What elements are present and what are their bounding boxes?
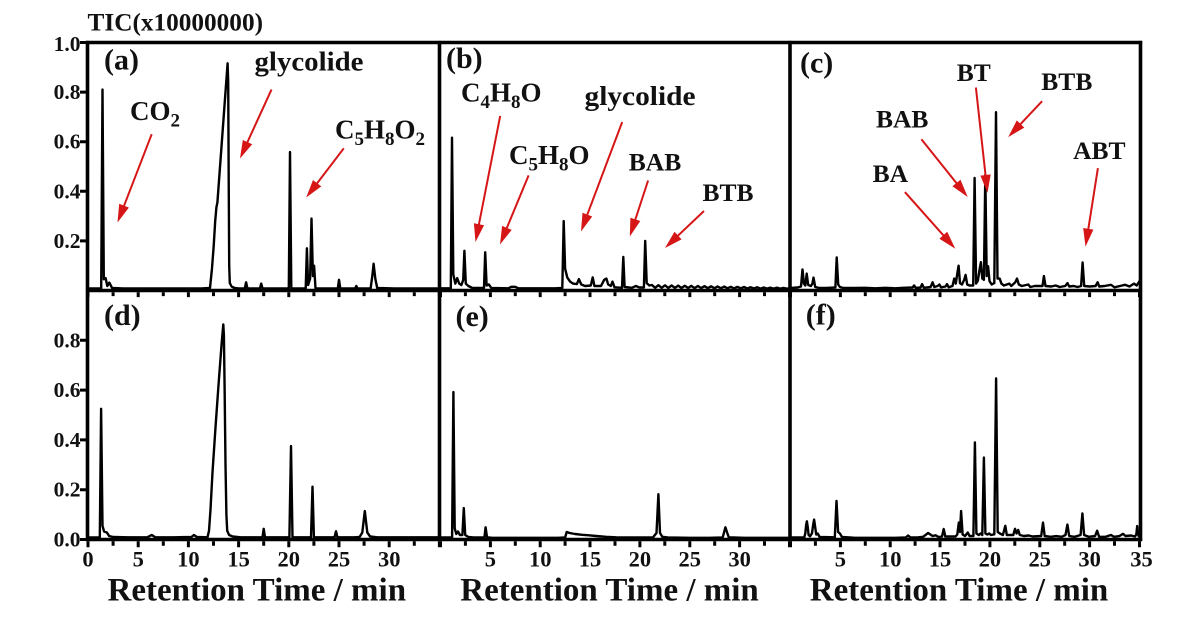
svg-text:0.6: 0.6 — [54, 130, 81, 154]
svg-text:0.0: 0.0 — [54, 528, 81, 552]
svg-text:0: 0 — [82, 547, 93, 572]
svg-text:ABT: ABT — [1073, 136, 1125, 165]
svg-text:(c): (c) — [800, 47, 833, 80]
svg-text:C5​H8​O: C5​H8​O — [509, 140, 590, 176]
svg-text:(e): (e) — [456, 300, 489, 333]
svg-text:BTB: BTB — [1041, 67, 1092, 96]
svg-text:Retention Time / min: Retention Time / min — [460, 573, 759, 609]
svg-text:20: 20 — [629, 547, 652, 572]
svg-text:glycolide: glycolide — [255, 47, 364, 77]
svg-text:CO2​: CO2​ — [130, 96, 180, 132]
svg-text:20: 20 — [278, 547, 301, 572]
svg-text:(d): (d) — [104, 299, 141, 332]
svg-text:0.6: 0.6 — [54, 378, 81, 402]
svg-text:0.2: 0.2 — [54, 229, 81, 253]
svg-text:BAB: BAB — [876, 105, 928, 134]
svg-text:30: 30 — [1078, 547, 1101, 572]
svg-text:35: 35 — [1130, 547, 1153, 572]
svg-text:15: 15 — [929, 547, 952, 572]
svg-text:BAB: BAB — [629, 148, 681, 177]
svg-text:5: 5 — [133, 547, 144, 572]
svg-text:15: 15 — [227, 547, 250, 572]
svg-text:30: 30 — [728, 547, 751, 572]
svg-text:0.8: 0.8 — [54, 80, 81, 104]
svg-text:25: 25 — [328, 547, 351, 572]
svg-text:BT: BT — [957, 58, 991, 87]
svg-text:0.4: 0.4 — [54, 179, 81, 203]
svg-text:C4​H8​O: C4​H8​O — [461, 78, 542, 114]
svg-text:(a): (a) — [104, 44, 139, 77]
svg-text:5: 5 — [835, 547, 846, 572]
svg-text:15: 15 — [579, 547, 602, 572]
svg-text:25: 25 — [1029, 547, 1052, 572]
svg-text:glycolide: glycolide — [585, 81, 696, 111]
svg-text:10: 10 — [529, 547, 552, 572]
svg-text:(f): (f) — [806, 299, 836, 332]
svg-text:TIC(x10000000): TIC(x10000000) — [88, 8, 264, 36]
svg-text:30: 30 — [378, 547, 401, 572]
svg-text:(b): (b) — [446, 42, 483, 75]
svg-text:25: 25 — [679, 547, 702, 572]
svg-text:Retention Time / min: Retention Time / min — [108, 573, 407, 609]
svg-text:C5​H8​O2​: C5​H8​O2​ — [335, 115, 425, 151]
svg-text:BTB: BTB — [703, 178, 754, 207]
svg-text:20: 20 — [979, 547, 1002, 572]
svg-text:0.8: 0.8 — [54, 328, 81, 352]
svg-text:BA: BA — [873, 159, 909, 188]
svg-text:5: 5 — [485, 547, 496, 572]
svg-text:10: 10 — [879, 547, 902, 572]
svg-text:Retention Time / min: Retention Time / min — [810, 573, 1109, 609]
svg-text:10: 10 — [177, 547, 200, 572]
svg-text:0.2: 0.2 — [54, 478, 81, 502]
svg-text:1.0: 1.0 — [54, 32, 81, 56]
svg-text:0.4: 0.4 — [54, 428, 81, 452]
